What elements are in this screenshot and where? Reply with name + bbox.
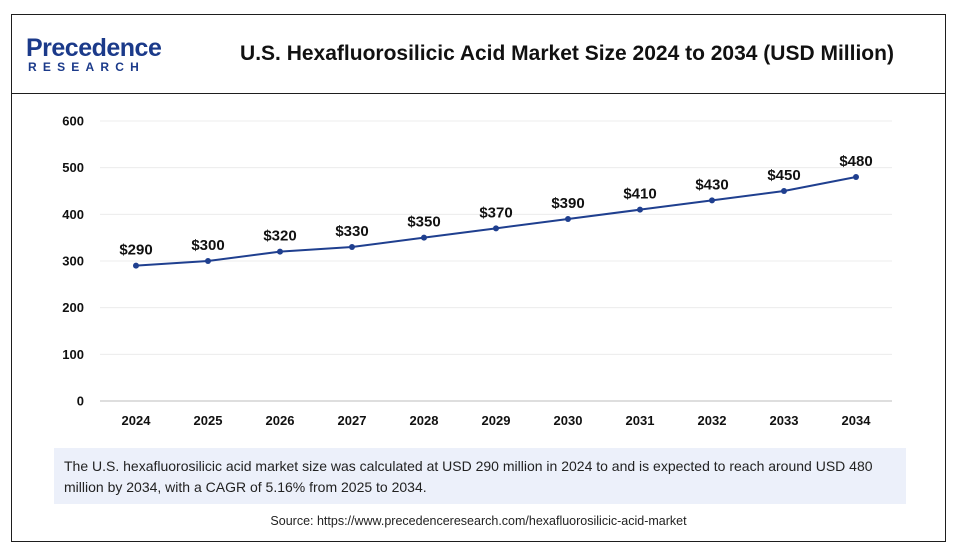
y-tick-label: 300 — [62, 254, 84, 269]
data-labels: $290 $300 $320 $330 $350 $370 $390 $410 $430 $450… — [119, 153, 872, 259]
data-point — [205, 258, 211, 264]
data-label: $390 — [551, 195, 584, 212]
precedence-research-logo: Precedence RESEARCH — [26, 35, 176, 75]
line-chart: 0 100 200 300 400 500 600 2024 2025 2026 2027 2028… — [62, 114, 892, 428]
data-label: $410 — [623, 186, 656, 203]
data-label: $370 — [479, 204, 512, 221]
data-point — [277, 248, 283, 255]
x-tick-label: 2034 — [842, 413, 872, 428]
y-tick-label: 100 — [62, 347, 84, 362]
data-label: $300 — [191, 237, 224, 254]
x-axis-ticks: 2024 2025 2026 2027 2028 2029 2030 2031 2032 2033… — [122, 413, 872, 428]
x-tick-label: 2025 — [194, 413, 223, 428]
logo-subtitle: RESEARCH — [28, 60, 145, 74]
data-label: $320 — [263, 228, 296, 245]
data-label: $430 — [695, 176, 728, 193]
x-tick-label: 2027 — [338, 413, 367, 428]
data-label: $480 — [839, 153, 872, 170]
data-point — [493, 225, 499, 232]
x-tick-label: 2032 — [698, 413, 727, 428]
data-point — [781, 188, 787, 194]
x-tick-label: 2024 — [122, 413, 152, 428]
y-tick-label: 500 — [62, 160, 84, 175]
logo-name: Precedence — [26, 34, 162, 62]
data-point — [421, 234, 427, 241]
y-tick-label: 200 — [62, 300, 84, 315]
data-label: $350 — [407, 214, 440, 231]
chart-title: U.S. Hexafluorosilicic Acid Market Size … — [240, 42, 894, 65]
data-label: $330 — [335, 223, 368, 240]
x-tick-label: 2026 — [266, 413, 295, 428]
y-tick-label: 600 — [62, 114, 84, 129]
data-point — [133, 262, 139, 269]
x-tick-label: 2031 — [626, 413, 655, 428]
y-tick-label: 0 — [77, 394, 84, 409]
data-point — [853, 174, 859, 180]
header: Precedence RESEARCH U.S. Hexafluorosilic… — [12, 15, 945, 94]
y-axis-ticks: 0 100 200 300 400 500 600 — [62, 114, 84, 409]
chart-frame: Precedence RESEARCH U.S. Hexafluorosilic… — [11, 14, 946, 542]
data-point — [637, 206, 643, 213]
x-tick-label: 2028 — [410, 413, 439, 428]
x-tick-label: 2030 — [554, 413, 583, 428]
data-point — [709, 197, 715, 204]
data-points — [133, 174, 859, 269]
summary-note: The U.S. hexafluorosilicic acid market s… — [54, 448, 906, 504]
data-point — [565, 216, 571, 222]
x-tick-label: 2029 — [482, 413, 511, 428]
gridlines — [100, 120, 892, 402]
data-label: $290 — [119, 242, 152, 259]
y-tick-label: 400 — [62, 207, 84, 222]
data-label: $450 — [767, 167, 800, 184]
x-tick-label: 2033 — [770, 413, 799, 428]
source-text: Source: https://www.precedenceresearch.c… — [270, 514, 687, 528]
data-point — [349, 244, 355, 250]
